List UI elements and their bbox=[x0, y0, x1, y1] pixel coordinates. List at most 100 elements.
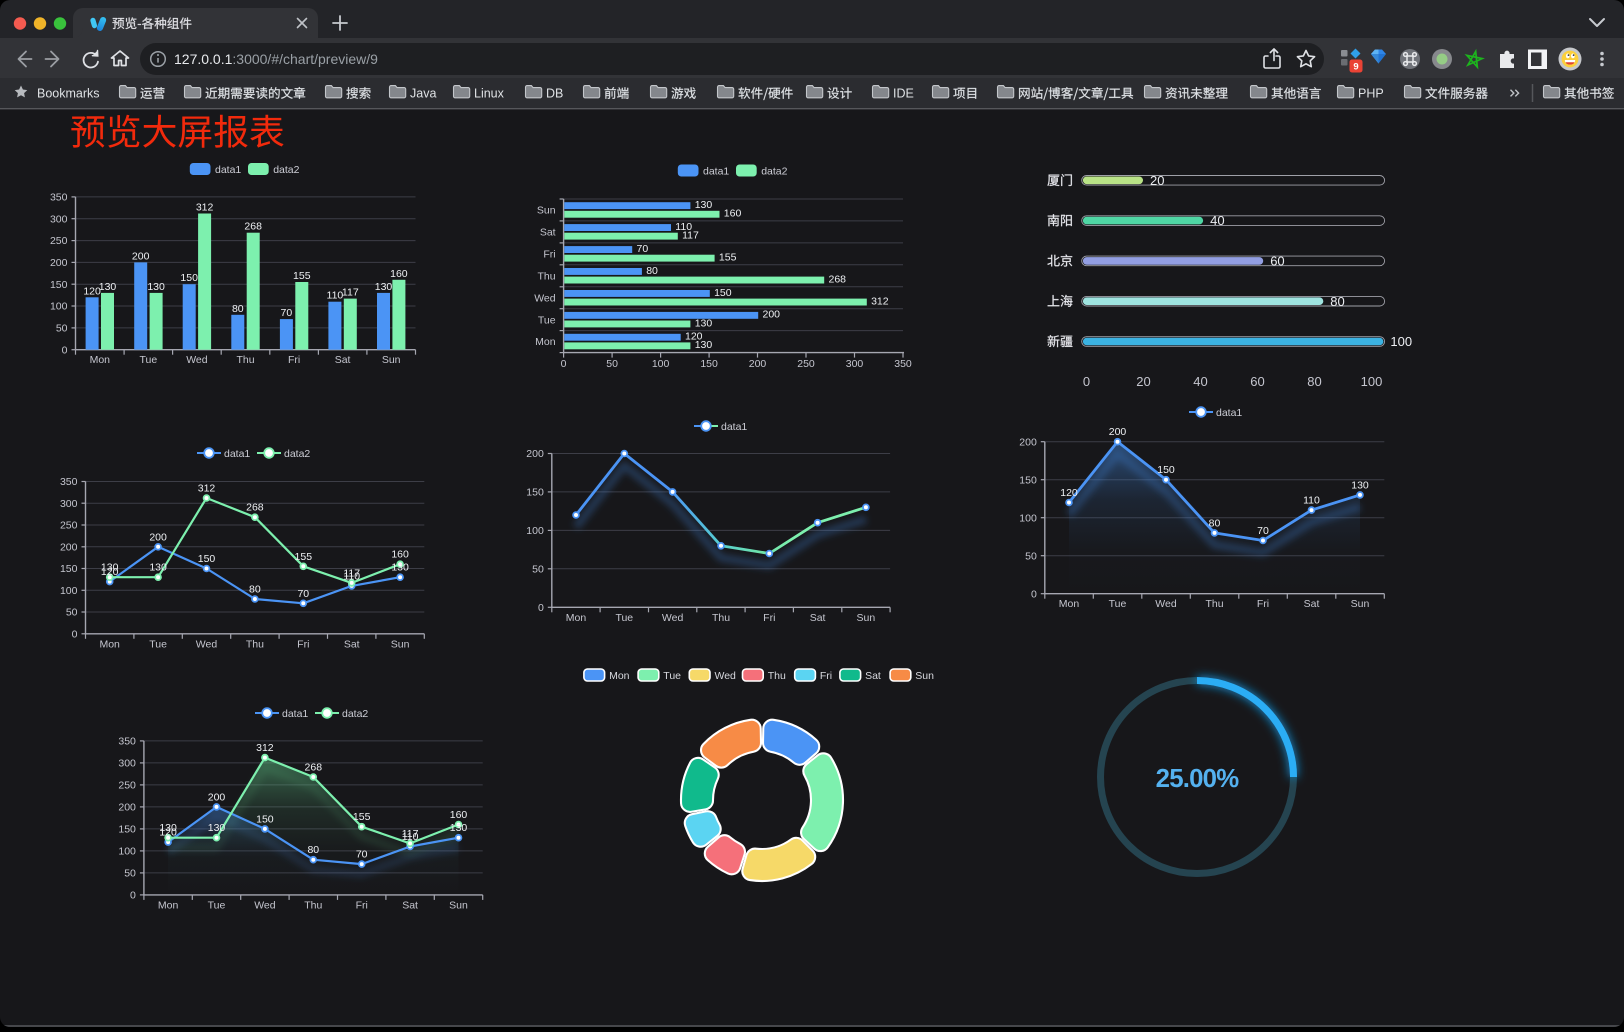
svg-text:130: 130 bbox=[695, 199, 713, 211]
svg-text:Tue: Tue bbox=[1109, 598, 1127, 610]
svg-text:60: 60 bbox=[1270, 254, 1284, 269]
svg-text:20: 20 bbox=[1136, 374, 1150, 389]
svg-text:120: 120 bbox=[1060, 487, 1078, 499]
svg-text:130: 130 bbox=[450, 822, 468, 834]
svg-text:127.0.0.1:3000/#/chart/preview: 127.0.0.1:3000/#/chart/preview/9 bbox=[174, 51, 378, 67]
svg-text:200: 200 bbox=[149, 531, 167, 543]
svg-text:9: 9 bbox=[1353, 62, 1358, 73]
svg-text:0: 0 bbox=[561, 358, 567, 370]
svg-text:data1: data1 bbox=[282, 708, 308, 720]
svg-text:Wed: Wed bbox=[662, 612, 684, 624]
svg-text:268: 268 bbox=[305, 762, 323, 774]
svg-text:110: 110 bbox=[402, 831, 419, 843]
svg-text:0: 0 bbox=[1031, 588, 1037, 600]
svg-text:Sun: Sun bbox=[382, 354, 401, 366]
svg-text:150: 150 bbox=[1019, 474, 1037, 486]
svg-text:120: 120 bbox=[101, 566, 119, 578]
svg-text:Tue: Tue bbox=[663, 670, 681, 682]
svg-text:120: 120 bbox=[685, 331, 703, 343]
svg-text:250: 250 bbox=[50, 235, 68, 247]
svg-text:data2: data2 bbox=[284, 448, 310, 460]
svg-text:0: 0 bbox=[538, 602, 544, 614]
svg-text:Sun: Sun bbox=[915, 670, 934, 682]
svg-text:100: 100 bbox=[1019, 512, 1037, 524]
svg-text:300: 300 bbox=[846, 358, 864, 370]
svg-text:40: 40 bbox=[1193, 374, 1207, 389]
svg-text:300: 300 bbox=[50, 213, 68, 225]
svg-text:Wed: Wed bbox=[254, 899, 276, 911]
svg-text:Wed: Wed bbox=[715, 670, 737, 682]
svg-text:312: 312 bbox=[198, 483, 216, 495]
svg-text:Tue: Tue bbox=[538, 314, 556, 326]
svg-text:50: 50 bbox=[1025, 550, 1037, 562]
svg-text:117: 117 bbox=[402, 828, 419, 840]
svg-text:50: 50 bbox=[66, 607, 78, 619]
svg-text:data1: data1 bbox=[1216, 407, 1242, 419]
svg-text:250: 250 bbox=[60, 520, 78, 532]
svg-text:268: 268 bbox=[244, 221, 262, 233]
svg-text:Linux: Linux bbox=[474, 87, 505, 101]
svg-text:130: 130 bbox=[101, 562, 119, 574]
svg-text:Mon: Mon bbox=[158, 899, 179, 911]
svg-text:70: 70 bbox=[281, 307, 293, 319]
svg-text:350: 350 bbox=[50, 192, 68, 204]
svg-text:80: 80 bbox=[1209, 517, 1221, 529]
svg-text:80: 80 bbox=[249, 584, 261, 596]
svg-text:110: 110 bbox=[675, 221, 692, 233]
svg-text:120: 120 bbox=[83, 285, 101, 297]
svg-text:80: 80 bbox=[646, 265, 658, 277]
svg-text:Sat: Sat bbox=[865, 670, 881, 682]
svg-text:Wed: Wed bbox=[186, 354, 208, 366]
svg-text:Tue: Tue bbox=[149, 638, 167, 650]
svg-text:data2: data2 bbox=[761, 165, 787, 177]
svg-text:150: 150 bbox=[198, 553, 216, 565]
svg-text:150: 150 bbox=[60, 563, 78, 575]
svg-text:130: 130 bbox=[99, 281, 117, 293]
svg-text:Fri: Fri bbox=[297, 638, 309, 650]
svg-text:200: 200 bbox=[1019, 436, 1037, 448]
svg-text:IDE: IDE bbox=[893, 87, 914, 101]
svg-text:data1: data1 bbox=[224, 448, 250, 460]
svg-text:0: 0 bbox=[130, 890, 136, 902]
svg-text:Sat: Sat bbox=[540, 227, 556, 239]
svg-text:100: 100 bbox=[118, 846, 136, 858]
svg-text:Mon: Mon bbox=[609, 670, 630, 682]
svg-text:40: 40 bbox=[1210, 213, 1224, 228]
svg-text:Mon: Mon bbox=[1059, 598, 1080, 610]
svg-text:155: 155 bbox=[293, 270, 311, 282]
svg-text:200: 200 bbox=[60, 541, 78, 553]
svg-text:100: 100 bbox=[1390, 334, 1412, 349]
svg-text:Sun: Sun bbox=[1351, 598, 1370, 610]
svg-text:130: 130 bbox=[149, 562, 167, 574]
svg-text:Java: Java bbox=[410, 87, 436, 101]
svg-text:150: 150 bbox=[526, 487, 544, 499]
svg-text:50: 50 bbox=[606, 358, 618, 370]
svg-text:Sun: Sun bbox=[857, 612, 876, 624]
svg-text:150: 150 bbox=[1157, 464, 1175, 476]
svg-text:300: 300 bbox=[118, 758, 136, 770]
svg-text:Tue: Tue bbox=[208, 899, 226, 911]
svg-text:155: 155 bbox=[719, 252, 737, 264]
svg-text:Fri: Fri bbox=[356, 899, 368, 911]
svg-text:20: 20 bbox=[1150, 173, 1164, 188]
svg-text:Thu: Thu bbox=[768, 670, 786, 682]
svg-text:130: 130 bbox=[695, 317, 713, 329]
svg-text:268: 268 bbox=[829, 273, 847, 285]
svg-text:data1: data1 bbox=[703, 165, 729, 177]
svg-text:70: 70 bbox=[1257, 525, 1269, 537]
svg-text:data1: data1 bbox=[721, 421, 747, 433]
svg-text:Thu: Thu bbox=[246, 638, 264, 650]
svg-text:110: 110 bbox=[343, 570, 360, 582]
svg-text:0: 0 bbox=[72, 628, 78, 640]
svg-text:Sun: Sun bbox=[391, 638, 410, 650]
svg-text:Thu: Thu bbox=[712, 612, 730, 624]
svg-text:300: 300 bbox=[60, 498, 78, 510]
svg-text:Tue: Tue bbox=[615, 612, 633, 624]
svg-text:Mon: Mon bbox=[535, 336, 556, 348]
svg-text:data2: data2 bbox=[342, 708, 368, 720]
svg-text:80: 80 bbox=[307, 844, 319, 856]
svg-text:250: 250 bbox=[797, 358, 815, 370]
svg-text:data2: data2 bbox=[273, 164, 299, 176]
svg-text:100: 100 bbox=[652, 358, 670, 370]
svg-text:200: 200 bbox=[526, 448, 544, 460]
